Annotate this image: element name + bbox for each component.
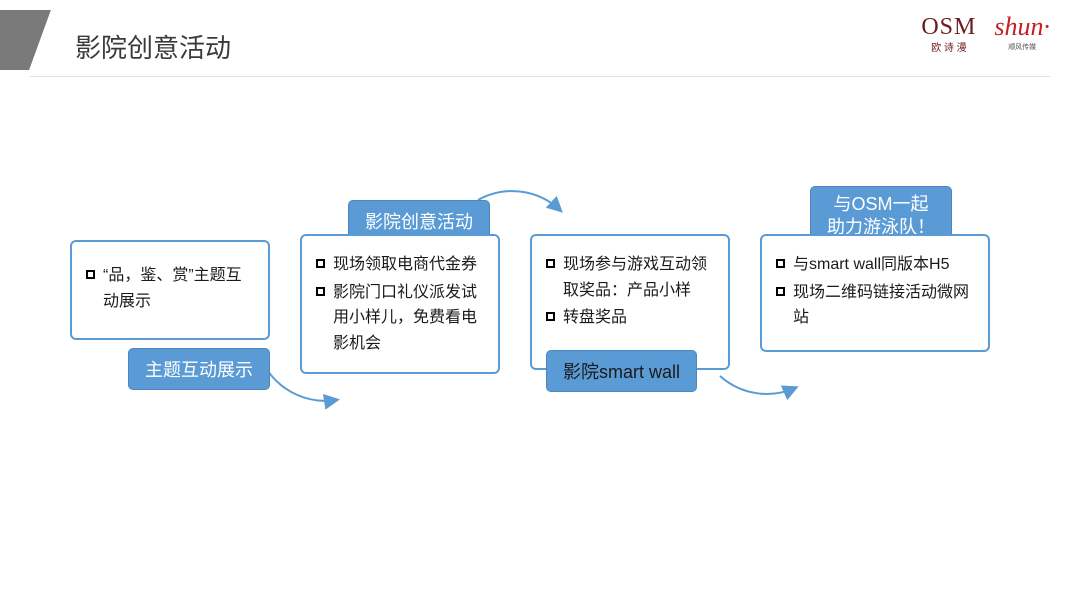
flow-box-3-item-0: 现场参与游戏互动领取奖品：产品小样 bbox=[546, 252, 714, 303]
header-divider bbox=[30, 76, 1050, 77]
bullet-icon bbox=[86, 270, 95, 279]
flow-box-2-item-1: 影院门口礼仪派发试用小样儿，免费看电影机会 bbox=[316, 280, 484, 357]
flow-box-3-item-0-text: 现场参与游戏互动领取奖品：产品小样 bbox=[563, 252, 714, 303]
flow-label-3: 影院smart wall bbox=[546, 350, 697, 392]
bullet-icon bbox=[546, 312, 555, 321]
flow-arc-2 bbox=[478, 191, 560, 210]
bullet-icon bbox=[776, 259, 785, 268]
header-accent-shape bbox=[0, 10, 51, 70]
bullet-icon bbox=[546, 259, 555, 268]
flow-label-1: 主题互动展示 bbox=[128, 348, 270, 390]
logo-shun: shun· 顺风传媒 bbox=[994, 14, 1050, 52]
flow-diagram: “品，鉴、赏”主题互动展示 主题互动展示 影院创意活动 现场领取电商代金券 影院… bbox=[0, 160, 1080, 520]
flow-box-1-item-0: “品，鉴、赏”主题互动展示 bbox=[86, 263, 254, 314]
flow-box-4-item-0: 与smart wall同版本H5 bbox=[776, 252, 974, 278]
logo-shun-main: shun· bbox=[994, 14, 1050, 40]
logo-osm: OSM 欧 诗 漫 bbox=[921, 14, 976, 54]
logo-shun-sub: 顺风传媒 bbox=[994, 42, 1050, 52]
flow-box-4-item-1: 现场二维码链接活动微网站 bbox=[776, 280, 974, 331]
logo-area: OSM 欧 诗 漫 shun· 顺风传媒 bbox=[921, 14, 1050, 54]
bullet-icon bbox=[316, 287, 325, 296]
flow-box-1: “品，鉴、赏”主题互动展示 bbox=[70, 240, 270, 340]
page-title: 影院创意活动 bbox=[75, 28, 231, 65]
flow-box-2-item-0-text: 现场领取电商代金券 bbox=[333, 252, 477, 278]
flow-box-4-item-0-text: 与smart wall同版本H5 bbox=[793, 252, 949, 278]
bullet-icon bbox=[776, 287, 785, 296]
header: 影院创意活动 bbox=[0, 10, 1080, 70]
flow-box-4-item-1-text: 现场二维码链接活动微网站 bbox=[793, 280, 974, 331]
flow-box-3-item-1: 转盘奖品 bbox=[546, 305, 714, 331]
flow-arc-3 bbox=[720, 376, 795, 394]
flow-label-4-line1: 与OSM一起 助力游泳队！ bbox=[827, 194, 935, 237]
flow-box-3-item-1-text: 转盘奖品 bbox=[563, 305, 627, 331]
flow-box-2-item-1-text: 影院门口礼仪派发试用小样儿，免费看电影机会 bbox=[333, 280, 484, 357]
logo-osm-main: OSM bbox=[921, 14, 976, 41]
bullet-icon bbox=[316, 259, 325, 268]
flow-box-2: 现场领取电商代金券 影院门口礼仪派发试用小样儿，免费看电影机会 bbox=[300, 234, 500, 374]
flow-box-2-item-0: 现场领取电商代金券 bbox=[316, 252, 484, 278]
flow-box-1-item-0-text: “品，鉴、赏”主题互动展示 bbox=[103, 263, 254, 314]
logo-osm-sub: 欧 诗 漫 bbox=[921, 39, 976, 54]
flow-box-4: 与smart wall同版本H5 现场二维码链接活动微网站 bbox=[760, 234, 990, 352]
